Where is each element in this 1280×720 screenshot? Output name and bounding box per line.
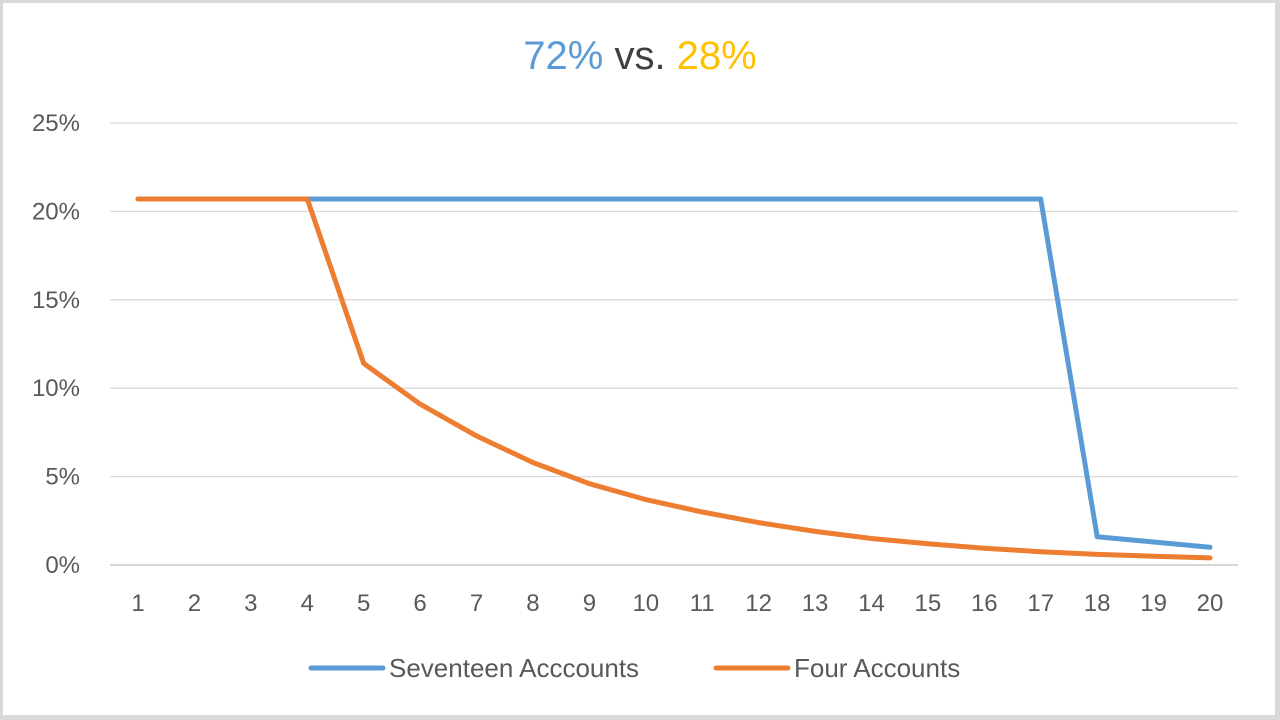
x-tick-label: 16 [971,590,998,617]
x-tick-label: 11 [690,590,715,617]
x-axis-tick-labels: 1 2 3 4 5 6 7 8 9 10 11 12 13 14 15 16 17 18 19 20 [131,590,1223,617]
y-axis-tick-labels: 0% 5% 10% 15% 20% 25% [32,110,80,579]
x-tick-label: 15 [915,590,942,617]
y-tick-label: 5% [45,464,80,491]
gridlines [110,122,1238,566]
x-tick-label: 8 [526,590,539,617]
x-tick-label: 14 [858,590,885,617]
x-tick-label: 13 [802,590,829,617]
chart-frame [3,3,1275,715]
title-part-3: 28% [676,34,757,78]
series-line-2 [135,196,1213,561]
x-tick-label: 7 [470,590,483,617]
x-tick-label: 12 [745,590,772,617]
legend-label-1: Seventeen Acccounts [389,653,639,683]
x-tick-label: 18 [1084,590,1111,617]
chart-title: 72% vs. 28% [0,30,1280,82]
legend-label-2: Four Accounts [794,653,960,683]
x-tick-label: 6 [413,590,426,617]
x-tick-label: 2 [188,590,201,617]
series-line-1 [135,196,1213,550]
x-tick-label: 3 [244,590,257,617]
title-part-2: vs. [603,34,677,78]
title-part-1: 72% [523,34,604,78]
y-tick-label: 10% [32,375,80,402]
x-tick-label: 5 [357,590,370,617]
y-tick-label: 15% [32,287,80,314]
y-tick-label: 25% [32,110,80,137]
x-tick-label: 17 [1027,590,1054,617]
x-tick-label: 20 [1197,590,1224,617]
series-lines [135,196,1213,561]
legend: Seventeen Acccounts Four Accounts [308,653,960,683]
x-tick-label: 4 [301,590,314,617]
y-tick-label: 20% [32,198,80,225]
x-tick-label: 1 [131,590,144,617]
x-tick-label: 9 [583,590,596,617]
x-tick-label: 10 [632,590,659,617]
y-tick-label: 0% [45,552,80,579]
x-tick-label: 19 [1140,590,1167,617]
